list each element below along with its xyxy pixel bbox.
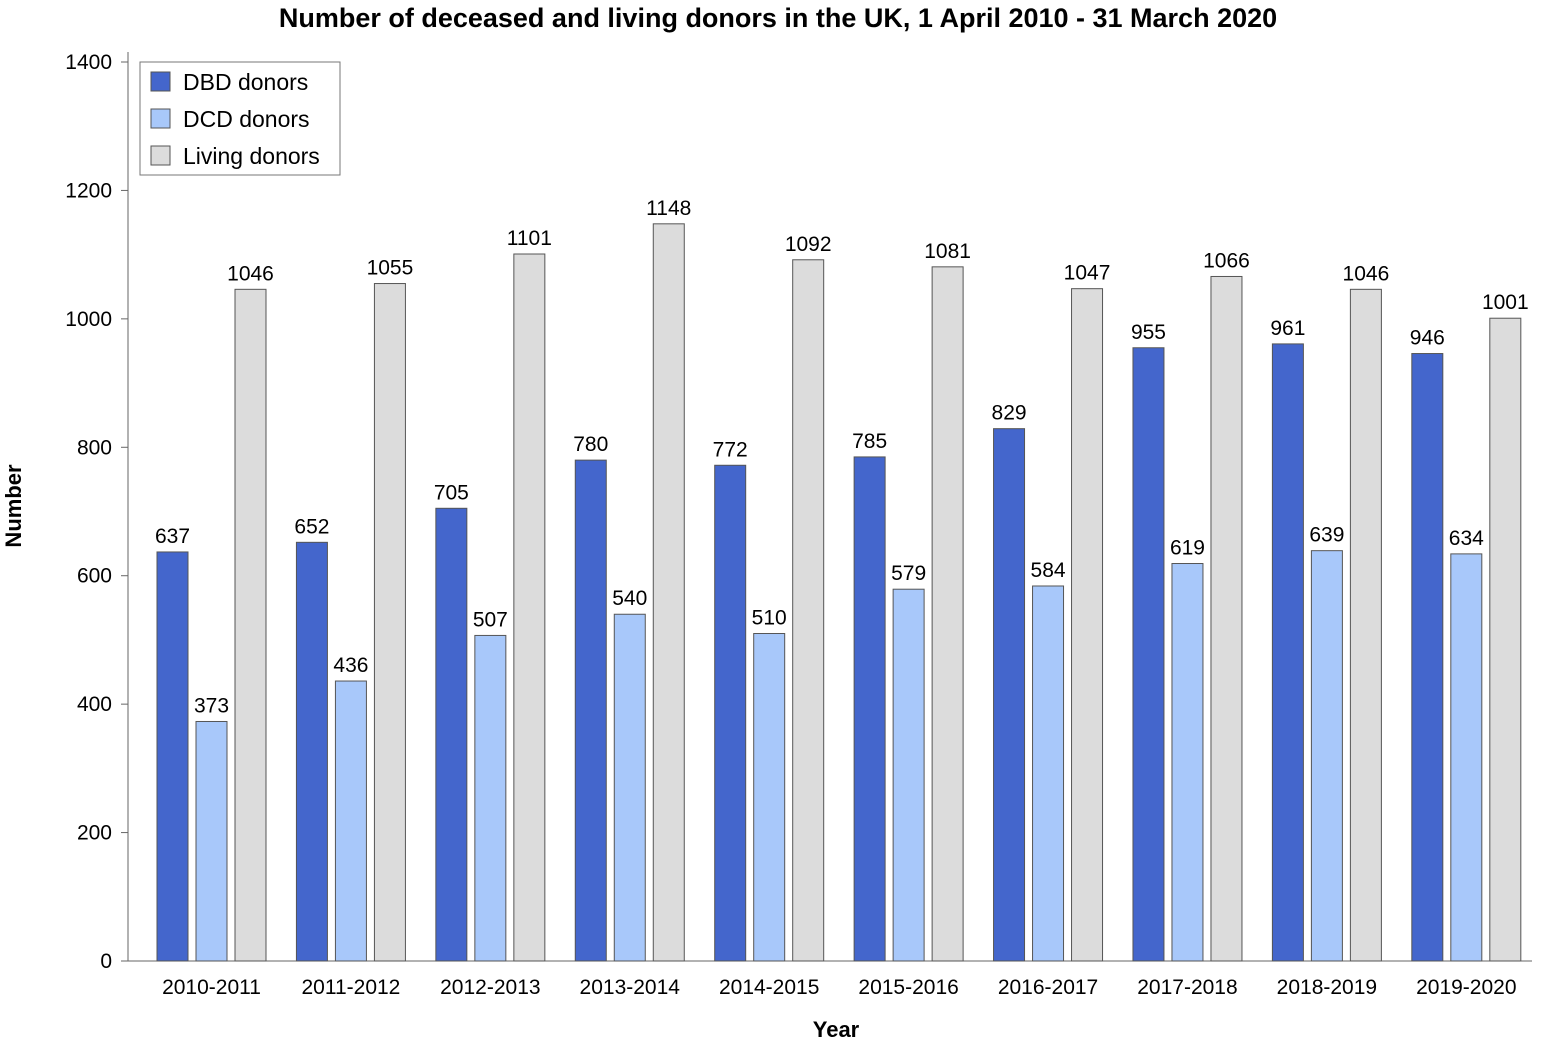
y-tick-label: 1400 (65, 51, 112, 74)
bar-living-donors (792, 259, 825, 962)
bar-dcd-donors (892, 588, 925, 962)
data-label: 507 (473, 608, 508, 631)
bar-dbd-donors (1132, 347, 1165, 962)
legend-label: DBD donors (183, 69, 308, 95)
x-tick-label: 2016-2017 (998, 976, 1098, 999)
y-tick-label: 0 (100, 950, 112, 973)
data-label: 540 (612, 587, 647, 610)
legend: DBD donors DCD donors Living donors (139, 61, 341, 176)
data-label: 436 (333, 654, 368, 677)
data-label: 705 (434, 481, 469, 504)
y-tick-label: 1000 (65, 308, 112, 331)
data-label: 1055 (367, 257, 414, 280)
data-label: 955 (1131, 321, 1166, 344)
x-tick-label: 2012-2013 (440, 976, 540, 999)
bar-living-donors (1210, 275, 1243, 962)
y-tick-label: 200 (77, 822, 112, 845)
data-label: 619 (1170, 537, 1205, 560)
legend-label: Living donors (183, 143, 320, 169)
bar-living-donors (1489, 317, 1522, 962)
x-tick-label: 2014-2015 (719, 976, 819, 999)
legend-label: DCD donors (183, 106, 310, 132)
y-tick-label: 800 (77, 436, 112, 459)
bar-dbd-donors (993, 428, 1026, 962)
bar-living-donors (234, 288, 267, 962)
x-tick-label: 2017-2018 (1137, 976, 1237, 999)
data-label: 579 (891, 562, 926, 585)
data-label: 1047 (1064, 262, 1111, 285)
x-tick-label: 2010-2011 (162, 976, 261, 999)
bars (156, 223, 1522, 962)
data-label: 829 (992, 402, 1027, 425)
bar-living-donors (652, 223, 685, 962)
y-tick-label: 600 (77, 565, 112, 588)
x-axis-label: Year (813, 1017, 860, 1042)
data-label: 946 (1410, 327, 1445, 350)
x-tick-label: 2011-2012 (301, 976, 400, 999)
data-label: 1046 (227, 262, 274, 285)
legend-box (139, 61, 341, 176)
bar-living-donors (1071, 288, 1104, 962)
bar-dbd-donors (1271, 343, 1304, 962)
data-label: 785 (852, 430, 887, 453)
x-tick-label: 2013-2014 (580, 976, 681, 999)
bar-dbd-donors (574, 459, 607, 962)
y-axis-label: Number (1, 464, 26, 548)
data-label: 1066 (1203, 249, 1250, 272)
bar-living-donors (931, 266, 964, 962)
data-label: 1081 (924, 240, 971, 263)
data-label: 510 (752, 607, 787, 630)
bar-dbd-donors (1411, 353, 1444, 962)
data-label: 652 (294, 515, 329, 538)
legend-swatch (150, 145, 171, 166)
data-label: 772 (713, 438, 748, 461)
bar-dbd-donors (435, 507, 468, 962)
y-tick-label: 400 (77, 693, 112, 716)
legend-swatch (150, 71, 171, 92)
bar-living-donors (373, 283, 406, 962)
data-label: 1046 (1343, 262, 1390, 285)
data-label: 584 (1031, 559, 1066, 582)
bar-dcd-donors (613, 613, 646, 962)
bar-living-donors (513, 253, 546, 962)
data-label: 1148 (646, 197, 691, 220)
legend-swatch (150, 108, 171, 129)
x-tick-label: 2018-2019 (1277, 976, 1377, 999)
data-label: 780 (573, 433, 608, 456)
bar-living-donors (1349, 288, 1382, 962)
y-tick-label: 1200 (65, 179, 112, 202)
data-label: 637 (155, 525, 190, 548)
bar-dcd-donors (1032, 585, 1065, 962)
x-tick-label: 2015-2016 (858, 976, 958, 999)
data-label: 961 (1270, 317, 1305, 340)
bar-dbd-donors (714, 464, 747, 962)
data-label: 639 (1309, 524, 1344, 547)
bar-dcd-donors (1450, 553, 1483, 962)
bar-dbd-donors (853, 456, 886, 962)
bar-dcd-donors (1310, 550, 1343, 962)
bar-dbd-donors (295, 541, 328, 962)
bar-dbd-donors (156, 551, 189, 962)
bar-dcd-donors (753, 633, 786, 962)
bar-dcd-donors (1171, 563, 1204, 962)
data-label: 1001 (1482, 291, 1529, 314)
data-label: 1101 (507, 227, 552, 250)
data-label: 1092 (785, 233, 832, 256)
bar-dcd-donors (474, 634, 507, 962)
data-label: 373 (194, 694, 229, 717)
data-label: 634 (1449, 527, 1484, 550)
bar-dcd-donors (195, 720, 228, 962)
bar-dcd-donors (334, 680, 367, 962)
chart-title: Number of deceased and living donors in … (279, 3, 1277, 33)
data-labels: 637 373 1046 652 436 1055 705 507 1101 780 540 1148… (155, 197, 1529, 718)
x-tick-label: 2019-2020 (1416, 976, 1516, 999)
